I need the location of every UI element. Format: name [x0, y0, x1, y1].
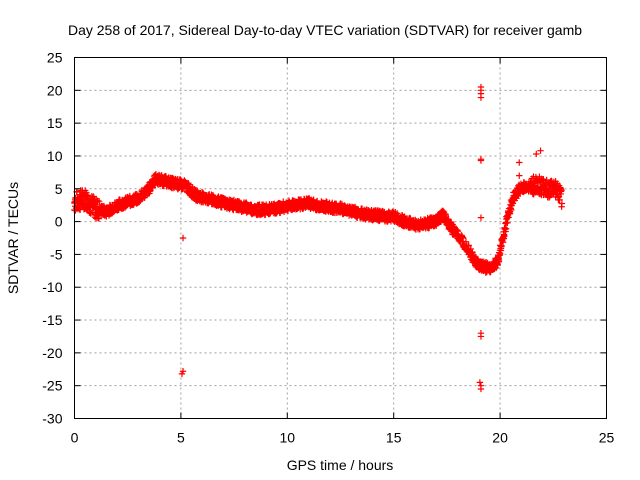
- x-tick-label: 15: [386, 430, 402, 446]
- data-point: [462, 238, 470, 245]
- y-tick-labels: -30 -25 -20 -15 -10 -5 0 5 10 15 20 25: [42, 50, 62, 427]
- y-tick-label: 25: [47, 50, 63, 66]
- data-point: [454, 227, 461, 234]
- outlier-point: [516, 159, 523, 166]
- grid-lines: [74, 57, 607, 419]
- data-point: [209, 191, 217, 199]
- y-tick-label: -15: [42, 312, 62, 328]
- y-tick-label: -25: [42, 378, 62, 394]
- x-tick-labels: 0 5 10 15 20 25: [71, 430, 615, 446]
- y-tick-label: 10: [47, 148, 63, 164]
- axes: [74, 57, 607, 419]
- chart-title: Day 258 of 2017, Sidereal Day-to-day VTE…: [68, 22, 582, 38]
- data-point: [498, 243, 505, 250]
- x-tick-label: 20: [492, 430, 508, 446]
- x-tick-label: 10: [280, 430, 296, 446]
- x-tick-label: 0: [71, 430, 79, 446]
- outlier-point: [477, 385, 485, 393]
- y-tick-label: -5: [50, 246, 63, 262]
- data-point: [95, 215, 103, 222]
- y-tick-label: 5: [55, 181, 63, 197]
- x-tick-label: 25: [599, 430, 615, 446]
- data-point: [199, 189, 206, 197]
- outlier-point: [537, 147, 544, 154]
- outlier-point: [533, 150, 540, 158]
- data-points: [71, 83, 566, 393]
- outlier-point: [477, 157, 485, 164]
- data-point: [504, 219, 511, 227]
- y-tick-label: -10: [42, 279, 62, 295]
- x-tick-label: 5: [177, 430, 185, 446]
- outlier-point: [477, 214, 485, 221]
- outlier-point: [516, 172, 523, 179]
- outlier-point: [476, 379, 484, 386]
- data-point: [412, 216, 419, 224]
- x-axis-label: GPS time / hours: [287, 457, 394, 473]
- data-point: [501, 232, 508, 240]
- data-point: [87, 210, 94, 217]
- outlier-point: [477, 94, 485, 101]
- y-axis-label: SDTVAR / TECUs: [5, 182, 21, 294]
- y-tick-label: -20: [42, 345, 62, 361]
- y-tick-label: 0: [55, 214, 63, 230]
- data-point: [558, 203, 565, 210]
- outlier-point: [477, 333, 485, 340]
- plot-frame: [74, 57, 607, 419]
- y-tick-label: -30: [42, 411, 62, 427]
- data-point: [465, 242, 472, 249]
- y-tick-label: 20: [47, 82, 63, 98]
- data-point: [556, 196, 563, 204]
- data-point: [146, 188, 153, 195]
- data-point: [266, 210, 273, 218]
- data-point: [558, 187, 565, 194]
- data-point: [84, 191, 91, 199]
- data-point: [467, 245, 475, 253]
- outlier-point: [178, 370, 186, 378]
- data-point: [502, 225, 510, 232]
- y-tick-label: 15: [47, 115, 63, 131]
- outlier-point: [179, 234, 187, 242]
